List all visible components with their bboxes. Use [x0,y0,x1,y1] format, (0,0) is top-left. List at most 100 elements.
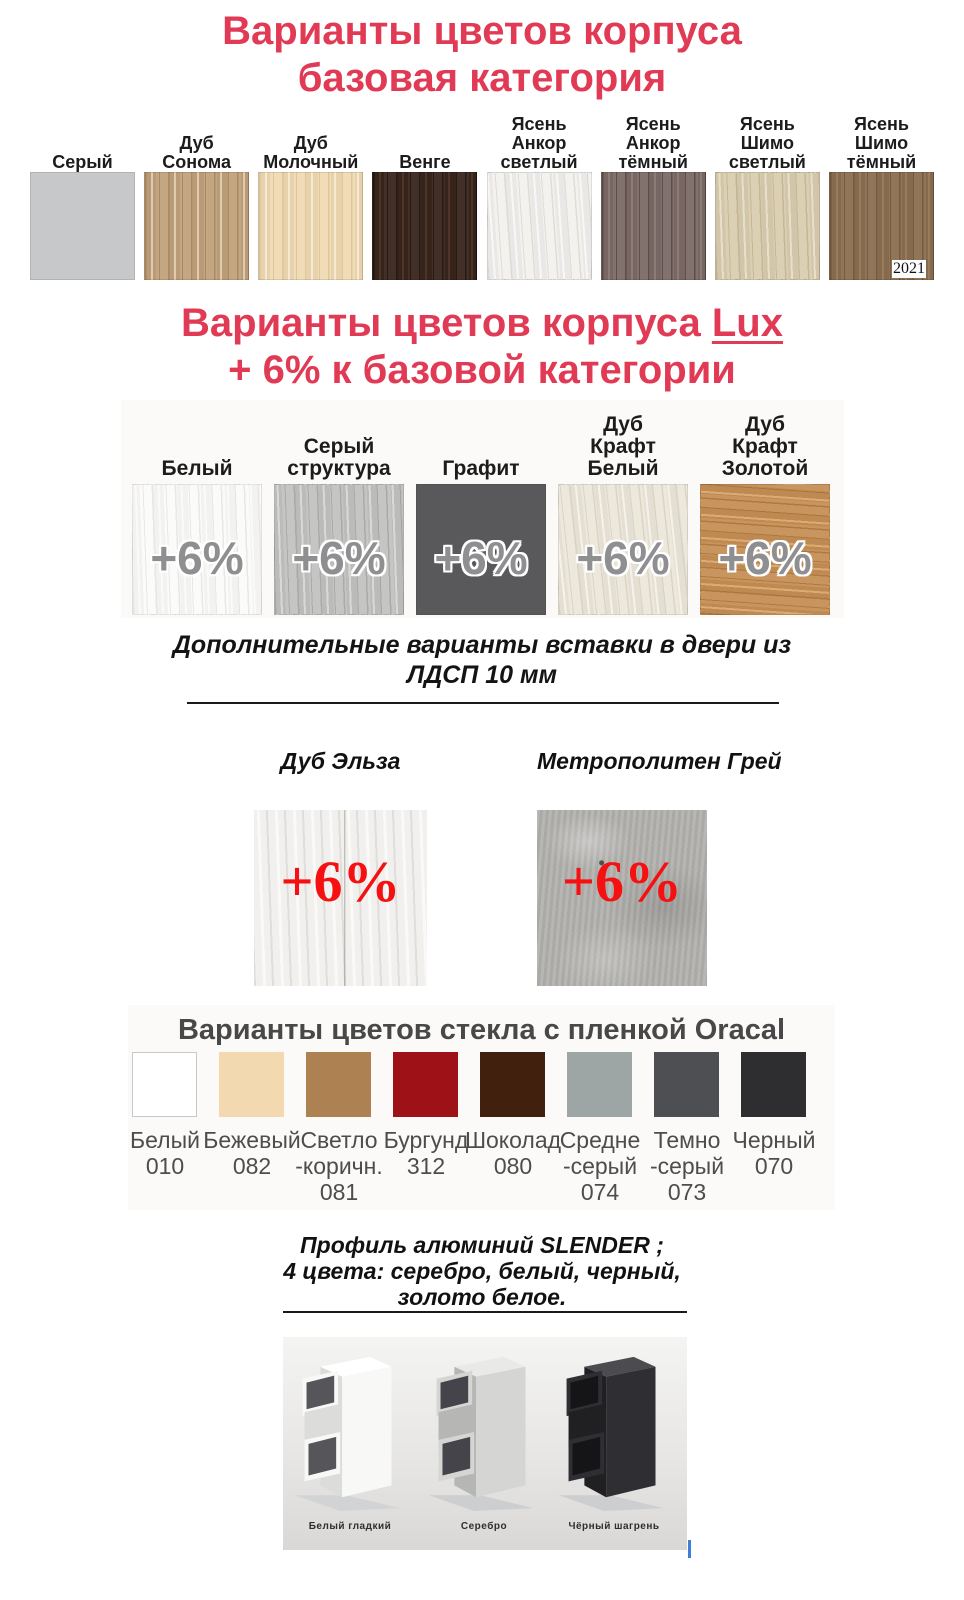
profile-heading-line2: 4 цвета: серебро, белый, черный, [283,1258,681,1284]
plus-6-percent-badge: +6% [576,531,670,584]
glass-color-label: Шоколад 080 [464,1127,562,1179]
glass-color-tile [741,1052,806,1117]
swatch-label: Дуб Крафт Золотой [721,413,809,480]
lux-swatch-column: Дуб Крафт Белый +6% [558,400,688,615]
base-swatch-column: Венге [372,112,478,280]
glass-color-tile [306,1052,371,1117]
lux-title-prefix: Варианты цветов корпуса [181,301,712,345]
aluminum-profile-icon [558,1356,664,1512]
color-swatch [600,172,706,280]
color-swatch: +6% [558,484,688,615]
glass-color-label: Белый 010 [130,1127,200,1179]
insert-column-metropolitan: Метрополитен Грей +6% [537,748,782,986]
base-swatch-column: Ясень Шимо светлый [714,112,820,280]
profile-divider [283,1311,687,1313]
lux-swatch-column: Дуб Крафт Золотой +6% [700,400,830,615]
swatch-label: Ясень Анкор тёмный [618,114,688,172]
glass-color-tile [567,1052,632,1117]
oracal-tile-column: Шоколад 080 [465,1052,561,1205]
swatch-label: Ясень Шимо светлый [728,114,806,172]
base-swatch-row: Серый Дуб Сонома Дуб Молочный Венге Ясен… [30,112,934,280]
oracal-tile-column: Средне -серый 074 [560,1052,640,1205]
insert-label-metropolitan: Метрополитен Грей [537,748,782,774]
swatch-label: Дуб Сонома [162,133,231,172]
text-caret [688,1540,691,1558]
glass-color-label: Черный 070 [732,1127,816,1179]
oracal-tile-column: Темно -серый 073 [650,1052,724,1205]
plus-6-percent-badge: +6% [150,531,244,584]
profile-item: Чёрный шагрень [554,1347,674,1543]
glass-color-tile [654,1052,719,1117]
insert-column-elza: Дуб Эльза +6% [254,748,427,986]
profile-item: Серебро [424,1347,544,1543]
glass-color-label: Светло -коричн. 081 [295,1127,383,1205]
base-title-line1: Варианты цветов корпуса [222,9,742,53]
glass-color-tile [132,1052,197,1117]
lux-title-line1: Варианты цветов корпуса Lux [0,300,964,347]
swatch-label: Серый [52,152,113,172]
glass-color-label: Бургунд 312 [383,1127,469,1179]
lux-title: Варианты цветов корпуса Lux + 6% к базов… [0,300,964,394]
color-swatch [372,172,478,280]
lux-title-underlined: Lux [711,301,783,345]
color-swatch: +6% [416,484,546,615]
inserts-divider [187,702,779,704]
lux-swatch-column: Белый +6% [132,400,262,615]
lux-title-line2: + 6% к базовой категории [228,348,736,392]
swatch-label: Ясень Анкор светлый [500,114,578,172]
glass-color-label: Средне -серый 074 [559,1127,641,1205]
oracal-tile-column: Белый 010 [130,1052,200,1205]
swatch-label: Серый структура [287,435,391,480]
lux-swatch-column: Графит +6% [416,400,546,615]
color-swatch [144,172,250,280]
glass-color-tile [480,1052,545,1117]
profiles-photo: Белый гладкий Серебро [283,1337,687,1550]
swatch-label: Белый [161,457,233,480]
insert-swatch-metropolitan: +6% [537,810,707,986]
swatch-label: Венге [399,152,451,172]
insert-swatch-elza: +6% [254,810,427,986]
base-swatch-column: Ясень Анкор светлый [486,112,592,280]
oracal-tile-column: Бежевый 082 [203,1052,301,1205]
inserts-heading-line2: ЛДСП 10 мм [407,661,557,689]
swatch-label: Графит [442,457,520,480]
profile-heading: Профиль алюминий SLENDER ; 4 цвета: сере… [0,1232,964,1310]
color-swatch [30,172,135,280]
plus-6-percent-badge: +6% [292,531,386,584]
glass-color-tile [393,1052,458,1117]
inserts-heading: Дополнительные варианты вставки в двери … [0,630,964,690]
color-swatch: +6% [274,484,404,615]
oracal-tile-column: Светло -коричн. 081 [295,1052,383,1205]
oracal-tile-row: Белый 010 Бежевый 082 Светло -коричн. 08… [130,1052,816,1205]
swatch-label: Дуб Крафт Белый [587,413,659,480]
profile-caption: Серебро [460,1521,508,1532]
swatch-label: Дуб Молочный [263,133,359,172]
profile-heading-line3: золото белое. [397,1284,567,1310]
lux-swatch-column: Серый структура +6% [274,400,404,615]
plus-6-percent-red: +6% [561,849,683,914]
base-swatch-column: Дуб Сонома [144,112,250,280]
base-swatch-column: Ясень Анкор тёмный [600,112,706,280]
oracal-tile-column: Бургунд 312 [384,1052,468,1205]
year-note: 2021 [892,260,926,278]
swatch-label: Ясень Шимо тёмный [846,114,917,172]
aluminum-profile-icon [428,1356,534,1512]
base-swatch-column: Серый [30,112,135,280]
base-swatch-column: Дуб Молочный [258,112,364,280]
glass-color-label: Бежевый 082 [203,1127,301,1179]
plus-6-percent-red: +6% [280,849,401,914]
color-swatch [258,172,364,280]
lux-swatch-row: Белый +6% Серый структура +6% Графит +6%… [132,400,832,615]
glass-color-tile [219,1052,284,1117]
base-title-line2: базовая категория [297,56,667,100]
insert-label-elza: Дуб Эльза [280,748,401,774]
plus-6-percent-badge: +6% [434,531,528,584]
glass-color-label: Темно -серый 073 [649,1127,725,1205]
color-swatch: +6% [700,484,830,615]
profile-caption: Чёрный шагрень [568,1521,660,1532]
color-swatch [714,172,820,280]
profile-caption: Белый гладкий [308,1521,392,1532]
base-category-title: Варианты цветов корпуса базовая категори… [0,8,964,102]
base-swatch-column: Ясень Шимо тёмный [828,112,934,280]
